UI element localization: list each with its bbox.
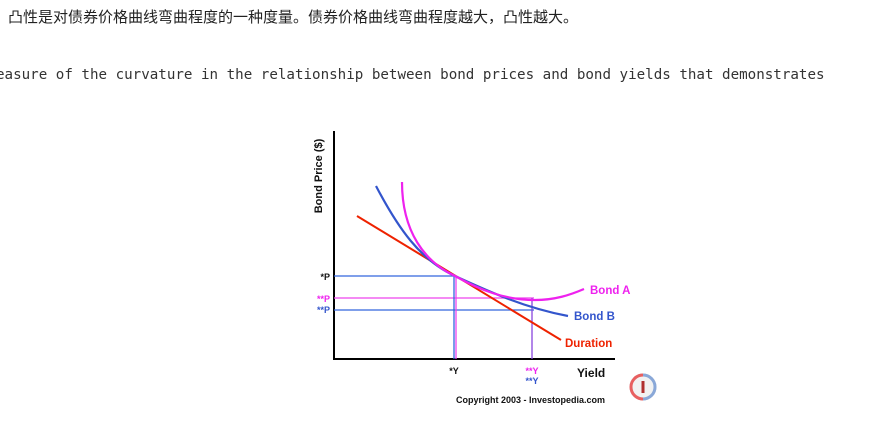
yield-tick-bond-b: **Y	[525, 376, 538, 386]
chinese-definition-text: 凸性是对债券价格曲线弯曲程度的一种度量。债券价格曲线弯曲程度越大，凸性越大。	[8, 8, 579, 26]
y-axis-label: Bond Price ($)	[313, 138, 325, 213]
bond-a-curve	[400, 181, 585, 302]
yield-tick-star: *Y	[449, 366, 459, 376]
investopedia-logo-icon	[629, 373, 657, 401]
copyright-text: Copyright 2003 - Investopedia.com	[456, 395, 605, 405]
price-tick-bond-b: **P	[317, 305, 330, 315]
duration-label: Duration	[565, 338, 612, 350]
price-tick-star: *P	[320, 272, 330, 282]
x-axis-label: Yield	[577, 366, 605, 380]
bond-a-label: Bond A	[590, 285, 630, 297]
price-tick-bond-a: **P	[317, 294, 330, 304]
bond-b-label: Bond B	[574, 311, 615, 323]
yield-tick-bond-a: **Y	[525, 366, 538, 376]
english-definition-text: easure of the curvature in the relations…	[0, 67, 825, 83]
